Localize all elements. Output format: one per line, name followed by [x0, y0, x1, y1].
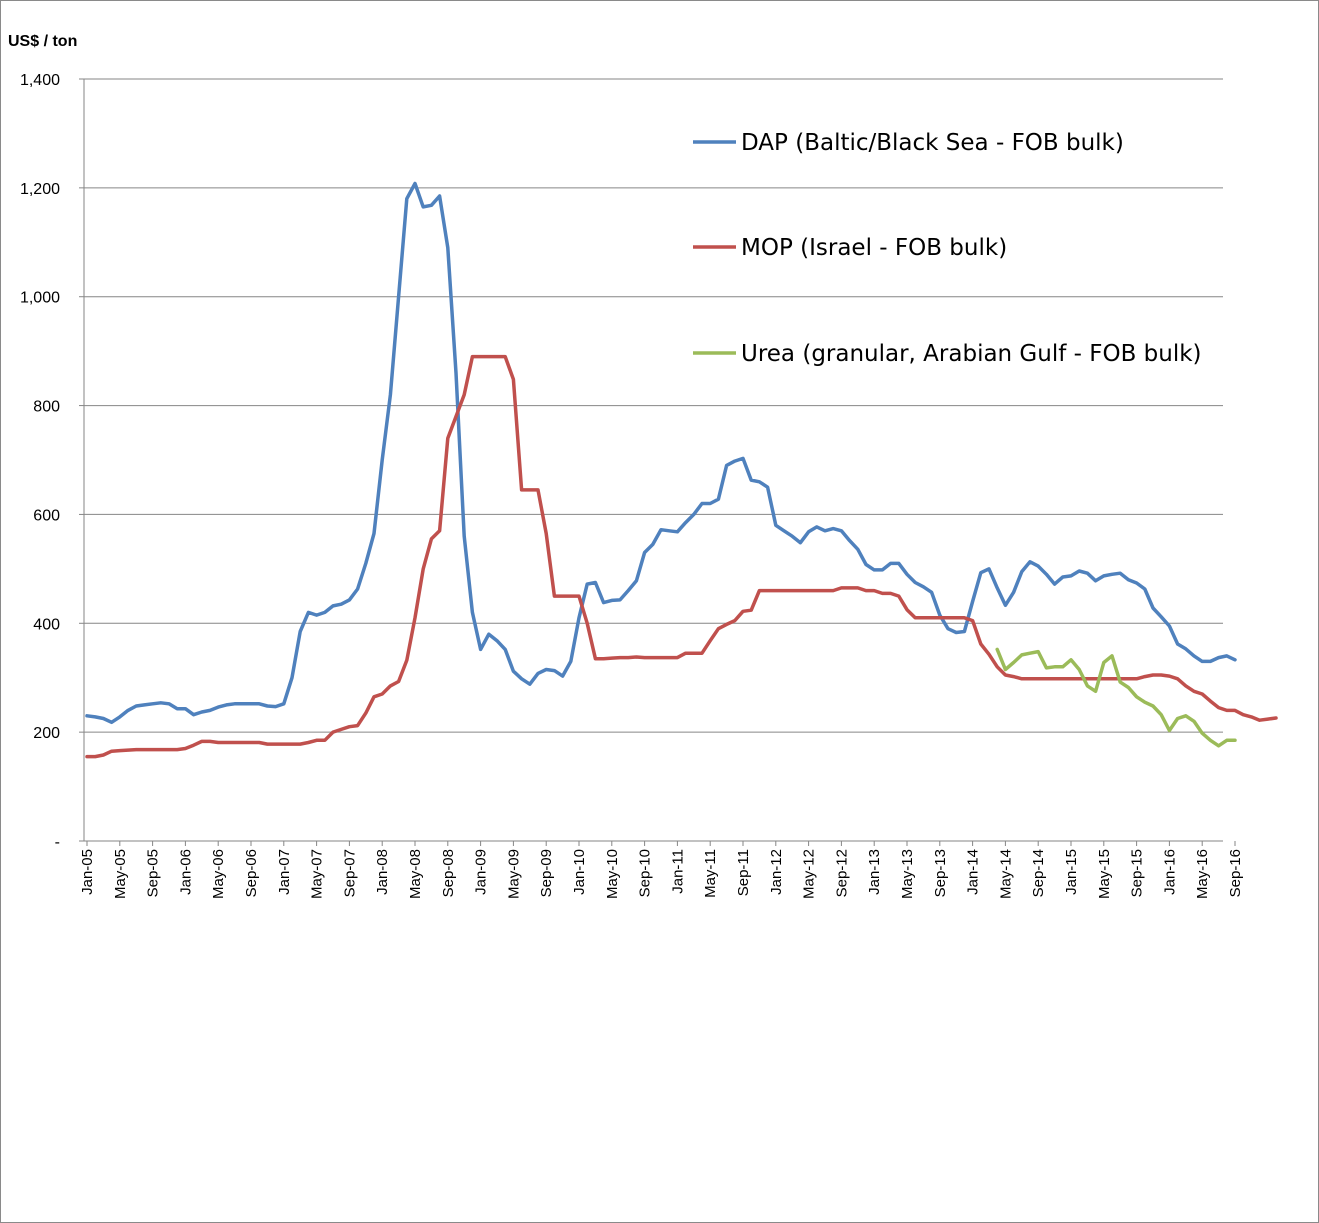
x-tick-label: Sep-09 [538, 849, 555, 897]
y-tick-label: - [55, 834, 60, 851]
x-tick-label: Sep-07 [341, 849, 358, 897]
x-tick-label: Jan-08 [374, 849, 391, 895]
x-tick-label: May-05 [112, 849, 129, 899]
y-tick-labels: - 200 400 600 800 1,000 1,200 1,400 [20, 72, 60, 851]
x-tick-label: Jan-06 [177, 849, 194, 895]
x-tick-label: Sep-12 [833, 849, 850, 897]
x-tick-label: Sep-08 [440, 849, 457, 897]
legend-label: MOP (Israel - FOB bulk) [741, 235, 1007, 261]
legend: DAP (Baltic/Black Sea - FOB bulk) MOP (Is… [693, 130, 1202, 367]
y-tick-label: 1,200 [20, 181, 60, 198]
x-tick-label: Jan-15 [1063, 849, 1080, 895]
x-tick-labels: Jan-05 May-05 Sep-05 Jan-06 May-06 Sep-06 Jan-… [79, 849, 1244, 899]
x-tick-label: Sep-16 [1227, 849, 1244, 897]
x-tick-label: Sep-15 [1129, 849, 1146, 897]
y-tick-label: 1,000 [20, 290, 60, 307]
series-line-1 [85, 181, 1237, 725]
x-tick-label: May-16 [1194, 849, 1211, 899]
x-tick-label: May-12 [801, 849, 818, 899]
y-tick-label: 400 [33, 616, 60, 633]
x-tick-label: Jan-10 [571, 849, 588, 895]
x-tick-label: Sep-11 [735, 849, 752, 896]
x-tick-label: Sep-13 [932, 849, 949, 897]
series-line-2 [85, 354, 1278, 759]
x-tick-label: May-09 [505, 849, 522, 899]
x-tick-label: Jan-16 [1161, 849, 1178, 895]
x-tick-label: May-07 [309, 849, 326, 899]
x-tick-label: Jan-11 [669, 849, 686, 894]
series-line-3 [995, 647, 1237, 748]
y-tick-label: 1,400 [20, 72, 60, 89]
x-tick-label: Sep-06 [243, 849, 260, 897]
y-tick-label: 600 [33, 507, 60, 524]
legend-label: DAP (Baltic/Black Sea - FOB bulk) [741, 130, 1124, 156]
x-tick-label: Jan-07 [276, 849, 293, 895]
x-tick-label: May-14 [997, 849, 1014, 899]
x-tick-label: May-08 [407, 849, 424, 899]
x-tick-label: Sep-14 [1030, 849, 1047, 897]
x-tick-label: May-10 [604, 849, 621, 899]
x-tick-label: Sep-10 [637, 849, 654, 897]
x-tick-label: May-13 [899, 849, 916, 899]
x-tick-label: Sep-05 [145, 849, 162, 897]
x-tick-label: May-06 [210, 849, 227, 899]
x-tick-label: Jan-12 [768, 849, 785, 895]
x-tick-label: Jan-09 [473, 849, 490, 895]
series-lines [85, 181, 1278, 759]
x-tick-label: May-11 [702, 849, 719, 898]
axes [79, 78, 1236, 846]
x-tick-label: Jan-14 [965, 849, 982, 895]
y-tick-label: 200 [33, 725, 60, 742]
x-tick-label: Jan-13 [866, 849, 883, 895]
y-tick-label: 800 [33, 399, 60, 416]
x-tick-label: Jan-05 [79, 849, 96, 895]
legend-label: Urea (granular, Arabian Gulf - FOB bulk) [741, 341, 1202, 367]
gridlines [84, 78, 1223, 733]
x-tick-label: May-15 [1096, 849, 1113, 899]
y-axis-title: US$ / ton [8, 33, 77, 50]
